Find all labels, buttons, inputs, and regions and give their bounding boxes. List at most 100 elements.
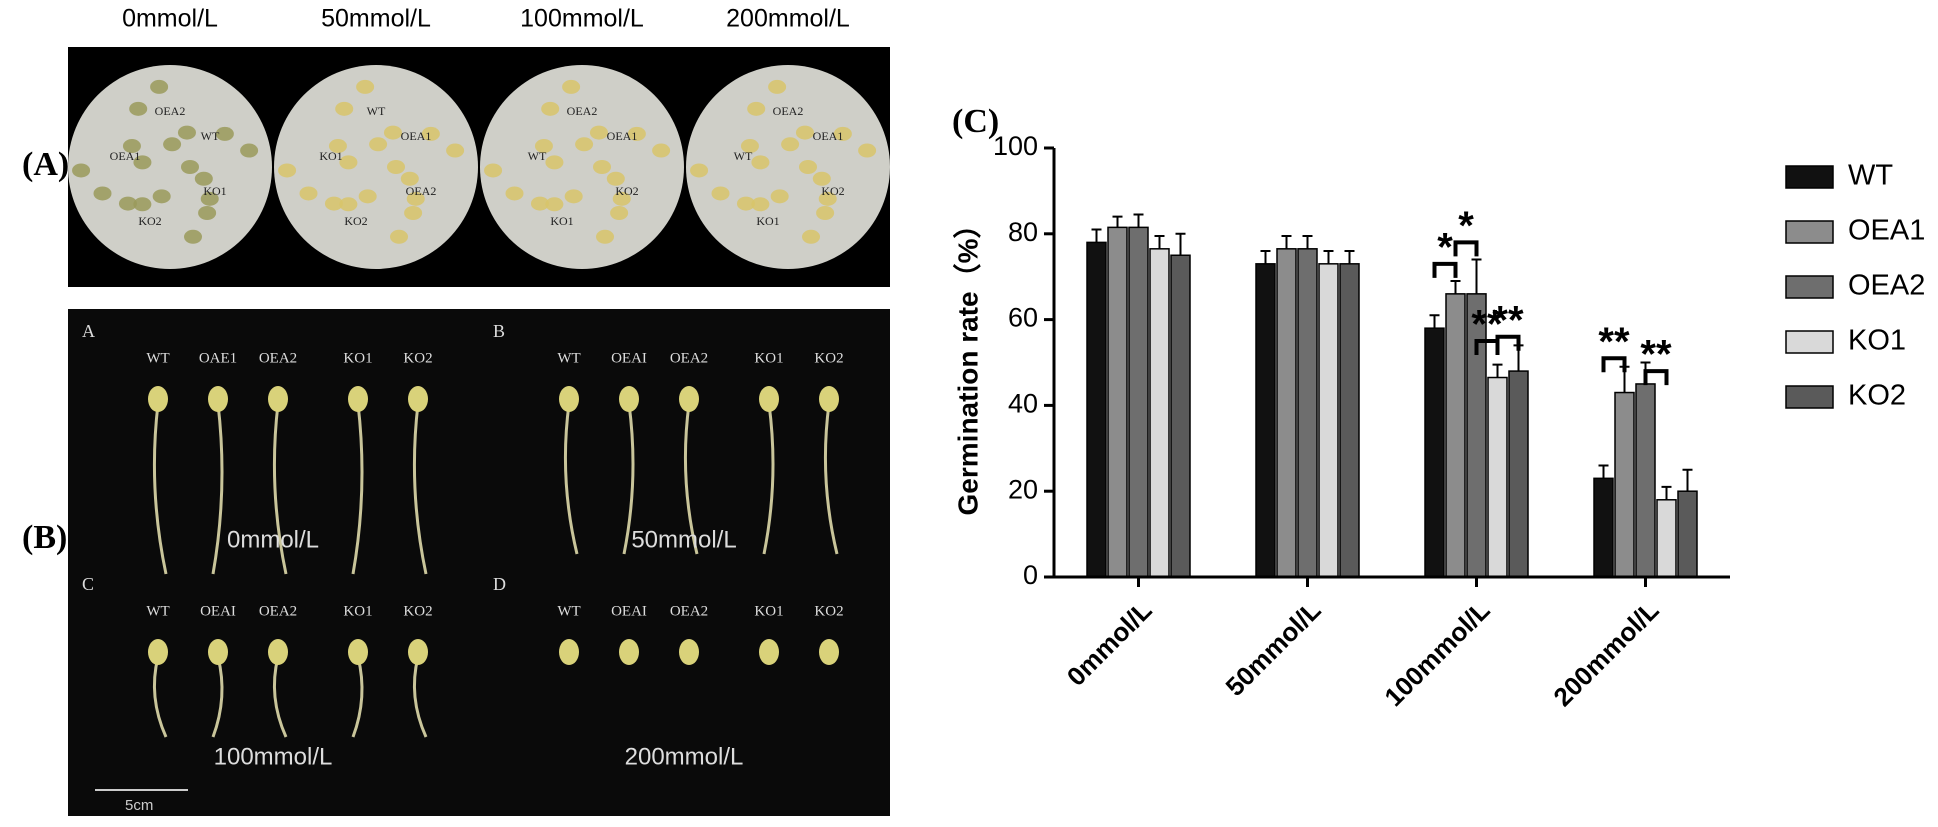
seed — [133, 197, 152, 212]
significance-label: ** — [1492, 298, 1524, 342]
seed — [152, 189, 171, 204]
root — [152, 656, 168, 738]
seedling — [148, 386, 168, 412]
seed — [690, 163, 709, 178]
root — [351, 656, 364, 738]
error-bar — [1154, 234, 1165, 249]
panel-label: (A) — [22, 146, 69, 183]
significance-bracket — [1453, 240, 1479, 257]
dish-label: KO2 — [615, 184, 638, 198]
seed — [530, 196, 549, 211]
genotype-label: KO2 — [403, 350, 432, 366]
seed — [802, 229, 821, 244]
error-bar — [1471, 258, 1482, 294]
error-bar — [1112, 215, 1123, 228]
seedling — [679, 639, 699, 665]
genotype-label: WT — [146, 603, 169, 619]
genotype-label: WT — [557, 603, 580, 619]
root — [152, 403, 168, 575]
seed — [816, 205, 835, 220]
subpanel-caption: 100mmol/L — [214, 743, 333, 770]
legend-swatch — [1785, 385, 1834, 409]
seed — [406, 191, 425, 206]
bar — [1297, 248, 1318, 578]
error-bar — [1302, 234, 1313, 249]
seed — [541, 101, 560, 116]
dish-label: WT — [734, 149, 753, 163]
genotype-label: KO1 — [343, 603, 372, 619]
seed — [72, 163, 91, 178]
bar — [1656, 499, 1677, 578]
error-bar — [1661, 485, 1672, 500]
bar — [1086, 241, 1107, 578]
seed — [356, 79, 375, 94]
scale-bar-label: 5cm — [125, 797, 153, 814]
seed — [339, 197, 358, 212]
seed — [627, 126, 646, 141]
seed — [278, 163, 297, 178]
genotype-label: OEAI — [611, 350, 647, 366]
seed — [358, 189, 377, 204]
seed — [387, 160, 405, 174]
genotype-label: KO2 — [814, 350, 843, 366]
seedling — [268, 639, 288, 665]
seed — [589, 125, 608, 140]
bar — [1487, 376, 1508, 578]
dish-label: WT — [201, 129, 220, 143]
seed — [181, 160, 199, 174]
error-bar — [1682, 468, 1693, 492]
seed — [177, 125, 196, 140]
root — [563, 403, 579, 555]
significance-bracket — [1643, 369, 1669, 386]
concentration-label: 0mmol/L — [122, 5, 218, 33]
seedling — [348, 639, 368, 665]
seed — [505, 186, 524, 201]
dish — [480, 65, 684, 269]
genotype-label: WT — [557, 350, 580, 366]
y-tick-label: 40 — [1008, 389, 1038, 419]
dish-label: KO1 — [203, 184, 226, 198]
error-bar — [1133, 213, 1144, 228]
seed — [740, 139, 759, 154]
seed — [215, 126, 234, 141]
significance-bracket — [1495, 334, 1521, 351]
genotype-label: OAE1 — [199, 350, 237, 366]
seed — [593, 160, 611, 174]
legend-label: OEA1 — [1848, 215, 1925, 247]
seed — [751, 197, 770, 212]
seed — [299, 186, 318, 201]
genotype-label: KO1 — [754, 350, 783, 366]
seed — [833, 126, 852, 141]
dish-label: OEA2 — [567, 104, 598, 118]
legend-swatch — [1785, 220, 1834, 244]
seed — [858, 143, 877, 158]
bar — [1445, 293, 1466, 578]
genotype-label: KO2 — [403, 603, 432, 619]
dish-label: KO2 — [821, 184, 844, 198]
significance-label: * — [1458, 204, 1474, 248]
x-tick-label: 200mmol/L — [1547, 595, 1664, 712]
root — [412, 656, 428, 738]
dish-label: OEA1 — [607, 129, 638, 143]
significance-bracket — [1432, 261, 1458, 278]
dish-label: OEA1 — [401, 129, 432, 143]
seed — [163, 137, 182, 152]
bar — [1318, 263, 1339, 578]
seed — [446, 143, 465, 158]
seed — [324, 196, 343, 211]
seed — [369, 137, 388, 152]
bar — [1255, 263, 1276, 578]
seedling — [268, 386, 288, 412]
significance-label: ** — [1598, 320, 1630, 364]
root — [412, 403, 428, 575]
genotype-label: WT — [146, 350, 169, 366]
seedling — [408, 386, 428, 412]
seed — [534, 139, 553, 154]
subpanel-letter: D — [493, 574, 506, 594]
legend-label: KO2 — [1848, 380, 1906, 412]
seedling — [819, 639, 839, 665]
seed — [150, 79, 169, 94]
error-bar — [1175, 232, 1186, 256]
seed — [770, 189, 789, 204]
seed — [818, 191, 837, 206]
